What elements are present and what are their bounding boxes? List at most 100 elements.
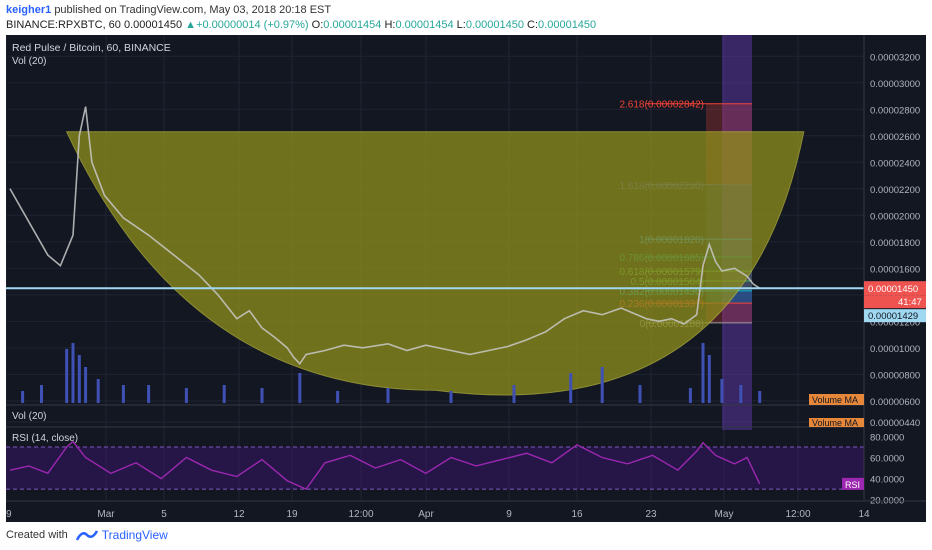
line-price-text: 0.00001429 (868, 311, 918, 322)
time-tick-label: 12:00 (785, 509, 810, 520)
volume-bar (40, 385, 43, 403)
close-value: 0.00001450 (538, 19, 597, 31)
price-tick-label: 0.00001200 (870, 317, 920, 328)
volume-bar (147, 385, 151, 403)
last-price: 0.00001450 (123, 19, 183, 31)
volume-bar (71, 343, 75, 403)
current-price-text: 0.00001450 (868, 284, 918, 295)
fib-level-label: 2.618(0.00002842) (619, 100, 704, 111)
symbol: BINANCE:RPXBTC, 60 (6, 19, 121, 31)
cup-pattern (65, 131, 805, 396)
volume-bar (184, 388, 188, 403)
time-tick-label: 19 (6, 509, 12, 520)
rsi-tag-text: RSI (845, 480, 860, 490)
tradingview-logo-icon (75, 530, 98, 541)
countdown-tag (864, 295, 926, 309)
volume-bar (65, 349, 69, 403)
volume-bar (336, 391, 340, 403)
volume-bar (512, 385, 516, 403)
volume-bar (386, 388, 390, 403)
volume-ma2-text: Volume MA (812, 418, 858, 428)
vol2-pane-title: Vol (20) (12, 411, 46, 422)
rsi-tick-label: 40.0000 (870, 475, 904, 486)
volume-bar (638, 385, 642, 403)
volume-bar (707, 355, 711, 403)
price-change: +0.00000014 (+0.97%) (196, 19, 309, 31)
high-label: H: (384, 19, 396, 31)
volume-bar (222, 385, 226, 403)
volume-ma2-tag (809, 418, 864, 427)
volume-bar (96, 379, 100, 403)
footer: Created with TradingView (6, 528, 168, 542)
chart-area[interactable]: 2.618(0.00002842)1.618(0.00002230)1(0.00… (6, 35, 926, 522)
tradingview-brand: TradingView (101, 528, 168, 542)
volume-bar (758, 391, 762, 403)
price-axis-bg (864, 35, 926, 522)
up-arrow-icon: ▲ (185, 19, 197, 31)
price-tick-label: 0.00002800 (870, 105, 920, 116)
close-label: C: (527, 19, 539, 31)
time-tick-label: 14 (858, 509, 870, 520)
price-tick-label: 0.00001600 (870, 264, 920, 275)
volume-bar (600, 367, 604, 403)
volume-bar (688, 388, 692, 403)
price-chart[interactable]: 2.618(0.00002842)1.618(0.00002230)1(0.00… (6, 35, 926, 522)
price-tick-label: 0.00002400 (870, 158, 920, 169)
volume-ma-tag (809, 394, 864, 405)
line-price-tag (864, 309, 926, 323)
rsi-pane-title: RSI (14, close) (12, 433, 78, 444)
created-with: Created with (6, 529, 68, 541)
price-tick-label: 0.00003000 (870, 79, 920, 90)
price-tick-label: 0.00002000 (870, 211, 920, 222)
volume-bars (21, 343, 762, 403)
volume-ma-text: Volume MA (812, 395, 858, 405)
time-tick-label: Mar (97, 509, 115, 520)
volume-bar (298, 373, 302, 403)
volume-bar (569, 373, 573, 403)
price-tick-label: 0.00003200 (870, 52, 920, 63)
publish-info: published on TradingView.com, May 03, 20… (54, 4, 332, 16)
rsi-tick-label: 80.0000 (870, 432, 904, 443)
price-tick-label: 0.00001000 (870, 344, 920, 355)
rsi-tick-label: 60.0000 (870, 454, 904, 465)
time-tick-label: 12:00 (348, 509, 373, 520)
volume-bar (84, 367, 88, 403)
time-tick-label: Apr (418, 509, 434, 520)
volume-bar (260, 388, 264, 403)
time-tick-label: 9 (506, 509, 512, 520)
price-tick-label: 0.00000440 (870, 418, 920, 429)
vol-pane-title: Vol (20) (12, 56, 46, 67)
price-tick-label: 0.00000600 (870, 397, 920, 408)
author-name[interactable]: keigher1 (6, 4, 52, 16)
volume-bar (701, 343, 705, 403)
time-tick-label: 12 (233, 509, 245, 520)
volume-bar (449, 391, 453, 403)
volume-bar (739, 385, 743, 403)
high-value: 0.00001454 (395, 19, 454, 31)
rsi-value-tag (842, 477, 864, 490)
main-pane-title: Red Pulse / Bitcoin, 60, BINANCE (12, 42, 171, 54)
price-line (9, 106, 761, 366)
current-price-tag (864, 281, 926, 296)
time-tick-label: 5 (161, 509, 167, 520)
volume-bar (121, 385, 125, 403)
volume-bar (21, 391, 25, 403)
volume-bar (77, 355, 81, 403)
tradingview-link[interactable]: TradingView (75, 528, 168, 542)
price-tick-label: 0.00001800 (870, 238, 920, 249)
low-value: 0.00001450 (465, 19, 524, 31)
time-tick-label: 16 (571, 509, 583, 520)
price-tick-label: 0.00002200 (870, 185, 920, 196)
price-tick-label: 0.00002600 (870, 132, 920, 143)
open-label: O: (311, 19, 324, 31)
open-value: 0.00001454 (323, 19, 382, 31)
ohlc-line: BINANCE:RPXBTC, 60 0.00001450 ▲+0.000000… (6, 19, 596, 31)
low-label: L: (456, 19, 466, 31)
time-tick-label: May (715, 509, 734, 520)
time-tick-label: 23 (645, 509, 657, 520)
countdown-text: 41:47 (898, 297, 922, 308)
time-tick-label: 19 (286, 509, 298, 520)
volume-bar (720, 379, 724, 403)
publish-line: keigher1 published on TradingView.com, M… (6, 4, 331, 16)
price-tick-label: 0.00000800 (870, 370, 920, 381)
